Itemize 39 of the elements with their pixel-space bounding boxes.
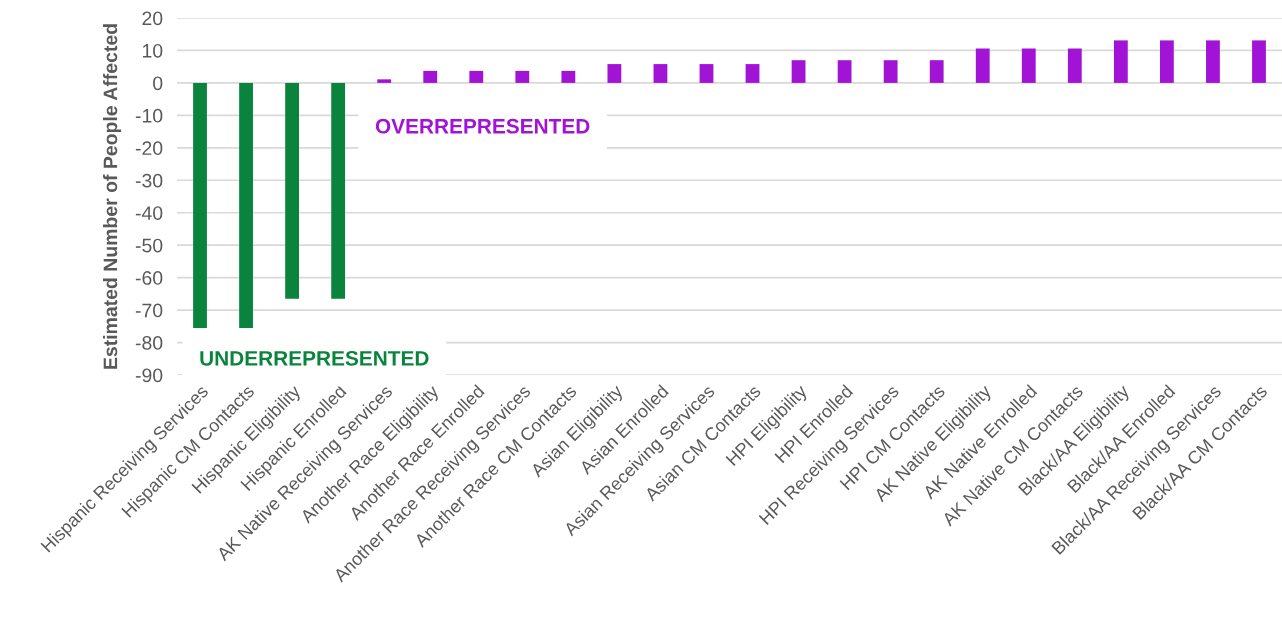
bar bbox=[331, 82, 346, 299]
y-tick-label: -40 bbox=[135, 206, 163, 220]
y-tick-label: -70 bbox=[135, 303, 163, 318]
y-axis-title: Estimated Number of People Affected bbox=[103, 24, 122, 369]
bar bbox=[929, 60, 944, 83]
y-tick-label: -60 bbox=[135, 271, 163, 285]
bar bbox=[1159, 40, 1174, 83]
bar bbox=[423, 70, 438, 83]
bar bbox=[1206, 40, 1220, 83]
bar bbox=[377, 79, 392, 83]
y-tick-label: 20 bbox=[142, 11, 163, 26]
y-tick-label: 10 bbox=[142, 43, 163, 58]
bar bbox=[883, 60, 898, 83]
y-tick-label: -10 bbox=[135, 108, 163, 123]
bar bbox=[791, 60, 806, 83]
bar bbox=[1113, 40, 1128, 83]
bar bbox=[193, 82, 207, 328]
bar bbox=[745, 64, 760, 83]
y-tick-label: -20 bbox=[135, 141, 163, 156]
y-tick-label: -30 bbox=[135, 173, 163, 188]
y-tick-label: -50 bbox=[135, 238, 163, 253]
bar bbox=[1021, 48, 1036, 83]
y-tick-label: -90 bbox=[135, 368, 163, 383]
annotation: OVERREPRESENTED bbox=[375, 118, 590, 134]
y-tick-label: -80 bbox=[135, 336, 163, 350]
bar bbox=[653, 64, 668, 83]
annotation: UNDERREPRESENTED bbox=[200, 350, 429, 366]
bar bbox=[1067, 48, 1082, 83]
bar bbox=[1252, 40, 1266, 83]
bar bbox=[561, 70, 576, 83]
bar bbox=[837, 60, 852, 83]
bar bbox=[699, 64, 714, 83]
bar bbox=[469, 70, 484, 83]
bar bbox=[515, 70, 530, 83]
bar bbox=[607, 64, 622, 83]
y-tick-label: 0 bbox=[153, 76, 163, 91]
bar bbox=[285, 82, 300, 299]
bar bbox=[239, 82, 253, 328]
bar bbox=[975, 48, 990, 83]
